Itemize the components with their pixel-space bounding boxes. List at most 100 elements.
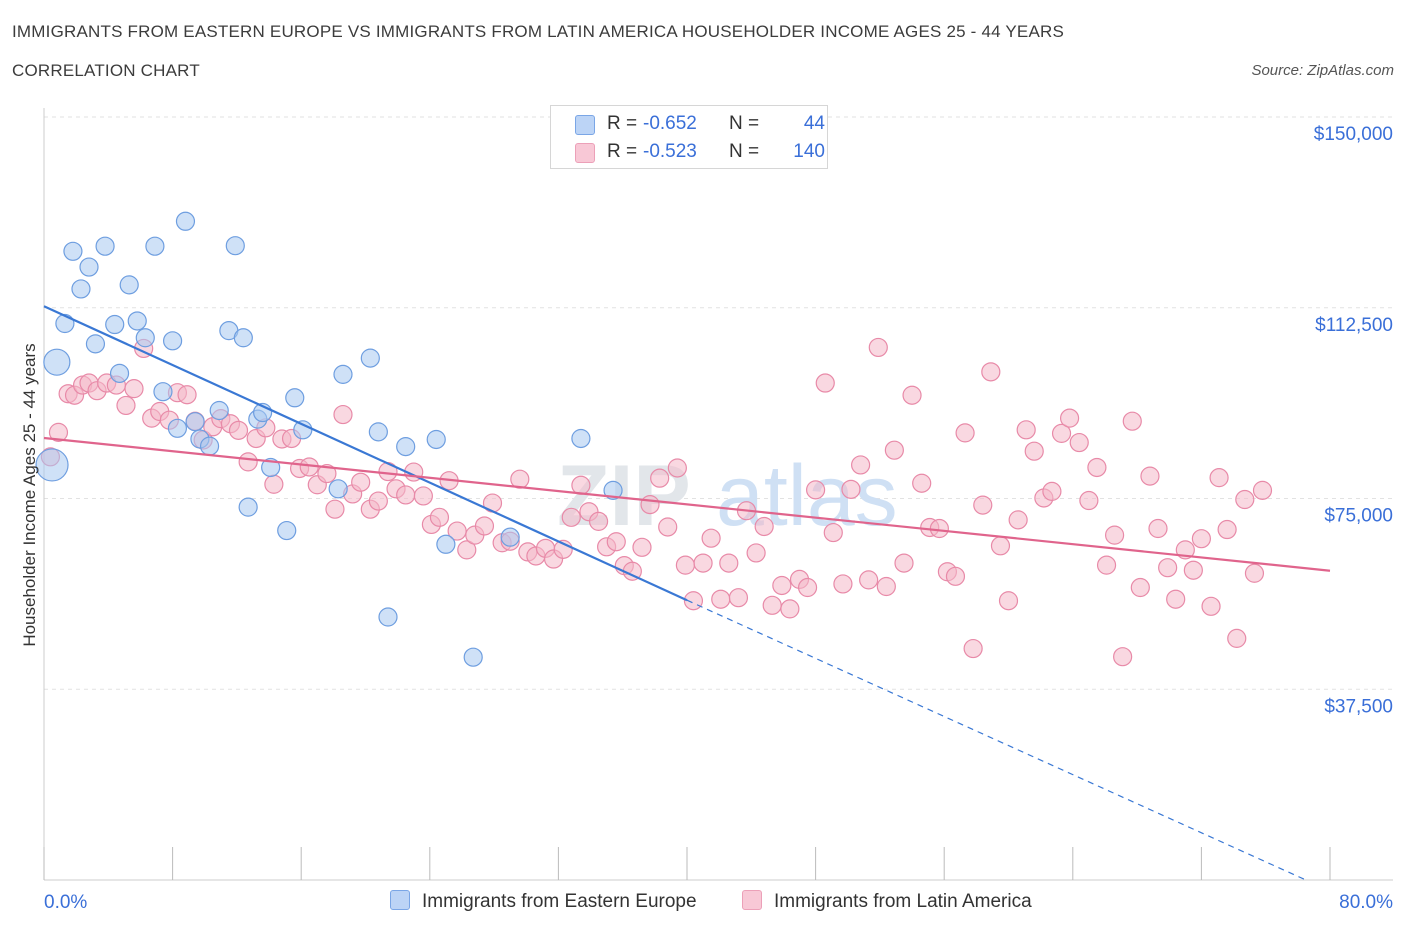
latin-america-point (719, 553, 739, 573)
latin-america-point (640, 495, 660, 515)
latin-america-point (1130, 577, 1150, 598)
latin-america-point (876, 576, 896, 597)
latin-america-point (902, 385, 922, 405)
eastern-europe-point (436, 534, 456, 554)
latin-america-point (998, 591, 1019, 611)
latin-america-point (333, 404, 353, 425)
latin-america-point (1191, 529, 1212, 549)
latin-america-point (929, 518, 949, 539)
chart-subtitle: CORRELATION CHART (12, 61, 200, 80)
legend-n-value: 140 (793, 141, 825, 162)
eastern-europe-point (95, 236, 115, 256)
latin-america-point (1244, 563, 1265, 583)
bottom-legend-label: Immigrants from Latin America (774, 891, 1032, 912)
eastern-europe-trend-line (43, 305, 688, 602)
legend-swatch-blue (575, 115, 595, 135)
latin-america-point (1209, 468, 1229, 488)
latin-america-point (317, 463, 337, 484)
eastern-europe-points (35, 211, 623, 667)
latin-america-point (177, 385, 197, 405)
eastern-europe-point (328, 479, 348, 499)
latin-america-point (981, 362, 1001, 382)
eastern-europe-point (396, 437, 416, 457)
latin-america-point (1217, 519, 1237, 540)
eastern-europe-point (277, 520, 297, 541)
latin-america-point (650, 468, 670, 488)
latin-america-point (884, 440, 904, 460)
latin-america-point (325, 499, 345, 519)
latin-america-point (667, 458, 687, 478)
eastern-europe-point (199, 436, 220, 456)
y-tick-label: $75,000 (1324, 506, 1393, 527)
eastern-europe-point (85, 334, 106, 354)
eastern-europe-point (109, 363, 130, 383)
latin-america-point (1158, 558, 1178, 578)
latin-america-trend-line (43, 436, 1331, 572)
legend-n-label: N = (729, 141, 760, 162)
latin-america-point (658, 517, 678, 537)
latin-america-point (1051, 423, 1072, 443)
latin-america-point (945, 566, 966, 586)
latin-america-point (116, 395, 136, 416)
latin-america-point (963, 638, 983, 659)
latin-america-point (588, 511, 609, 531)
latin-america-point (1235, 489, 1255, 510)
eastern-europe-point (119, 275, 139, 295)
latin-america-point (264, 474, 284, 494)
y-axis-title: Householder Income Ages 25 - 44 years (20, 343, 39, 647)
latin-america-point (632, 537, 652, 557)
latin-america-point (1201, 596, 1221, 616)
legend-r-value: -0.652 (643, 113, 697, 134)
x-min-label: 0.0% (44, 892, 87, 913)
axes (43, 108, 1393, 881)
eastern-europe-point (333, 364, 353, 384)
latin-america-point (894, 553, 914, 573)
latin-america-point (973, 495, 993, 515)
latin-america-point (797, 577, 818, 598)
latin-america-point (606, 532, 626, 552)
chart-title: IMMIGRANTS FROM EASTERN EUROPE VS IMMIGR… (12, 22, 1065, 41)
latin-america-point (1104, 525, 1125, 545)
eastern-europe-point (285, 388, 305, 408)
latin-america-point (1148, 518, 1168, 539)
latin-america-point (780, 599, 800, 619)
latin-america-point (754, 516, 774, 537)
eastern-europe-point (185, 412, 205, 432)
eastern-europe-point (127, 311, 147, 331)
bottom-legend-label: Immigrants from Eastern Europe (422, 891, 697, 912)
latin-america-point (48, 422, 69, 442)
latin-america-point (833, 574, 853, 594)
legend-r-label: R = (607, 141, 638, 162)
latin-america-point (815, 373, 835, 393)
legend-n-label: N = (729, 113, 760, 134)
eastern-europe-point (571, 428, 591, 449)
eastern-europe-trend-extension (686, 599, 1307, 881)
eastern-europe-point (261, 457, 281, 478)
eastern-europe-point (35, 448, 69, 482)
latin-america-point (1008, 510, 1028, 530)
eastern-europe-point (175, 211, 196, 231)
eastern-europe-point (225, 236, 245, 256)
latin-america-point (841, 479, 861, 499)
legend-n-value: 44 (803, 113, 825, 134)
eastern-europe-point (603, 480, 623, 500)
watermark-atlas: atlas (716, 448, 898, 544)
eastern-europe-point (426, 429, 446, 450)
legend-swatch-pink (575, 143, 595, 163)
latin-america-point (711, 589, 731, 609)
eastern-europe-point (71, 279, 91, 299)
eastern-europe-point (209, 400, 229, 421)
eastern-europe-point (463, 647, 483, 667)
latin-america-point (701, 528, 721, 548)
latin-america-point (912, 473, 932, 493)
eastern-europe-point (43, 348, 71, 376)
latin-america-point (396, 485, 416, 505)
latin-america-point (868, 337, 888, 358)
y-tick-label: $150,000 (1314, 124, 1393, 145)
latin-america-point (124, 379, 144, 399)
latin-america-point (1042, 481, 1062, 501)
eastern-europe-point (79, 257, 99, 277)
latin-america-point (746, 543, 766, 563)
y-tick-labels: $37,500 $75,000 $112,500 $150,000 (1314, 124, 1393, 717)
